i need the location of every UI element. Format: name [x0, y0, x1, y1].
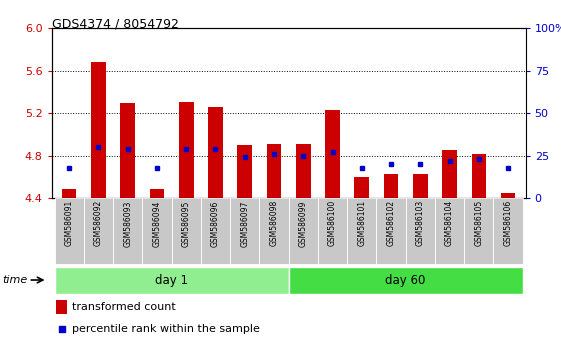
Text: GSM586091: GSM586091: [65, 200, 73, 246]
Bar: [384, 174, 398, 198]
FancyBboxPatch shape: [288, 267, 523, 294]
FancyBboxPatch shape: [318, 198, 347, 264]
Text: GSM586093: GSM586093: [123, 200, 132, 247]
Bar: [355, 177, 369, 198]
Bar: [413, 174, 427, 198]
Text: GSM586094: GSM586094: [153, 200, 162, 247]
Text: GSM586096: GSM586096: [211, 200, 220, 247]
Text: transformed count: transformed count: [71, 302, 175, 312]
FancyBboxPatch shape: [406, 198, 435, 264]
FancyBboxPatch shape: [84, 198, 113, 264]
FancyBboxPatch shape: [142, 198, 172, 264]
FancyBboxPatch shape: [376, 198, 406, 264]
Bar: [208, 107, 223, 198]
Bar: [237, 145, 252, 198]
FancyBboxPatch shape: [435, 198, 464, 264]
FancyBboxPatch shape: [172, 198, 201, 264]
Bar: [179, 102, 194, 198]
Bar: [62, 189, 76, 198]
Text: GSM586099: GSM586099: [299, 200, 308, 247]
Text: day 60: day 60: [385, 274, 426, 287]
Text: GSM586102: GSM586102: [387, 200, 396, 246]
Bar: [325, 110, 340, 198]
FancyBboxPatch shape: [54, 198, 84, 264]
Text: GSM586106: GSM586106: [504, 200, 513, 246]
FancyBboxPatch shape: [464, 198, 494, 264]
Bar: [296, 144, 311, 198]
Text: GDS4374 / 8054792: GDS4374 / 8054792: [52, 18, 178, 31]
Text: day 1: day 1: [155, 274, 188, 287]
Text: GSM586100: GSM586100: [328, 200, 337, 246]
FancyBboxPatch shape: [113, 198, 142, 264]
FancyBboxPatch shape: [259, 198, 288, 264]
Bar: [266, 144, 281, 198]
FancyBboxPatch shape: [288, 198, 318, 264]
FancyBboxPatch shape: [230, 198, 259, 264]
Text: percentile rank within the sample: percentile rank within the sample: [71, 324, 259, 334]
Bar: [150, 189, 164, 198]
Bar: [442, 150, 457, 198]
Text: GSM586105: GSM586105: [475, 200, 484, 246]
FancyBboxPatch shape: [201, 198, 230, 264]
Bar: [56, 299, 67, 314]
Bar: [472, 154, 486, 198]
FancyBboxPatch shape: [494, 198, 523, 264]
Text: GSM586092: GSM586092: [94, 200, 103, 246]
FancyBboxPatch shape: [347, 198, 376, 264]
Text: GSM586097: GSM586097: [240, 200, 249, 247]
Text: time: time: [3, 275, 28, 285]
Text: GSM586095: GSM586095: [182, 200, 191, 247]
Bar: [121, 103, 135, 198]
Bar: [91, 62, 105, 198]
Text: GSM586104: GSM586104: [445, 200, 454, 246]
Text: GSM586098: GSM586098: [269, 200, 278, 246]
FancyBboxPatch shape: [54, 267, 288, 294]
Bar: [501, 193, 516, 198]
Text: GSM586103: GSM586103: [416, 200, 425, 246]
Text: GSM586101: GSM586101: [357, 200, 366, 246]
